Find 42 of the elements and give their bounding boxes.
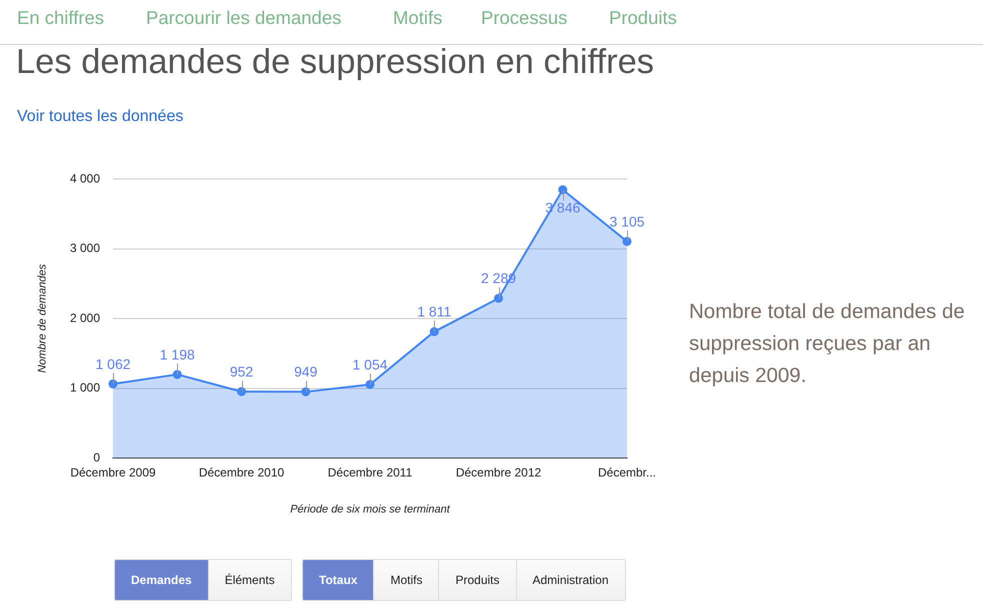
toggle-button[interactable]: Demandes [115, 560, 209, 600]
data-label: 949 [294, 364, 318, 380]
x-tick-label: Décembre 2011 [328, 466, 413, 480]
x-tick-label: Décembre 2012 [456, 466, 542, 480]
point [237, 387, 246, 396]
point [622, 236, 632, 246]
nav-link[interactable]: Processus [481, 7, 568, 29]
point [494, 294, 503, 303]
point [172, 370, 182, 379]
y-tick-label: 3 000 [70, 241, 100, 256]
data-label: 1 811 [417, 304, 452, 320]
chart-title: Les demandes de suppression en chiffres [16, 42, 654, 82]
data-label: 1 198 [160, 346, 195, 362]
nav-link[interactable]: Parcourir les demandes [146, 7, 342, 29]
toggle-button[interactable]: Motifs [374, 560, 440, 600]
text-link[interactable]: Voir toutes les données [17, 107, 184, 127]
x-axis-title: Période de six mois se terminant [290, 503, 451, 516]
data-label: 3 105 [609, 213, 645, 230]
text: Nombre total de demandes de suppression reçues par an depuis 2009. [689, 299, 966, 389]
data-label: 1 062 [95, 356, 131, 372]
point [430, 327, 439, 336]
point [366, 380, 374, 389]
toggle-button[interactable]: Totaux [303, 560, 374, 600]
x-tick-label: Décembre 2010 [198, 466, 285, 480]
x-tick-label: Décembr... [598, 466, 656, 480]
data-label: 952 [230, 363, 254, 380]
y-tick-label: 0 [93, 450, 100, 464]
point [301, 387, 310, 396]
toggle-button[interactable]: Éléments [208, 560, 291, 600]
data-label: 3 846 [545, 200, 580, 216]
point [108, 379, 118, 388]
nav-link[interactable]: En chiffres [17, 7, 104, 29]
toggle-button[interactable]: Produits [439, 560, 516, 600]
nav-link[interactable]: Produits [609, 7, 677, 29]
y-tick-label: 2 000 [70, 310, 100, 325]
data-label: 1 054 [352, 356, 388, 372]
y-tick-label: 1 000 [70, 380, 100, 395]
nav-link[interactable]: Motifs [393, 7, 442, 29]
y-axis-title: Nombre de demandes [36, 264, 49, 373]
y-tick-label: 4 000 [70, 171, 100, 186]
x-tick-label: Décembre 2009 [70, 466, 156, 480]
toggle-button[interactable]: Administration [516, 560, 625, 600]
